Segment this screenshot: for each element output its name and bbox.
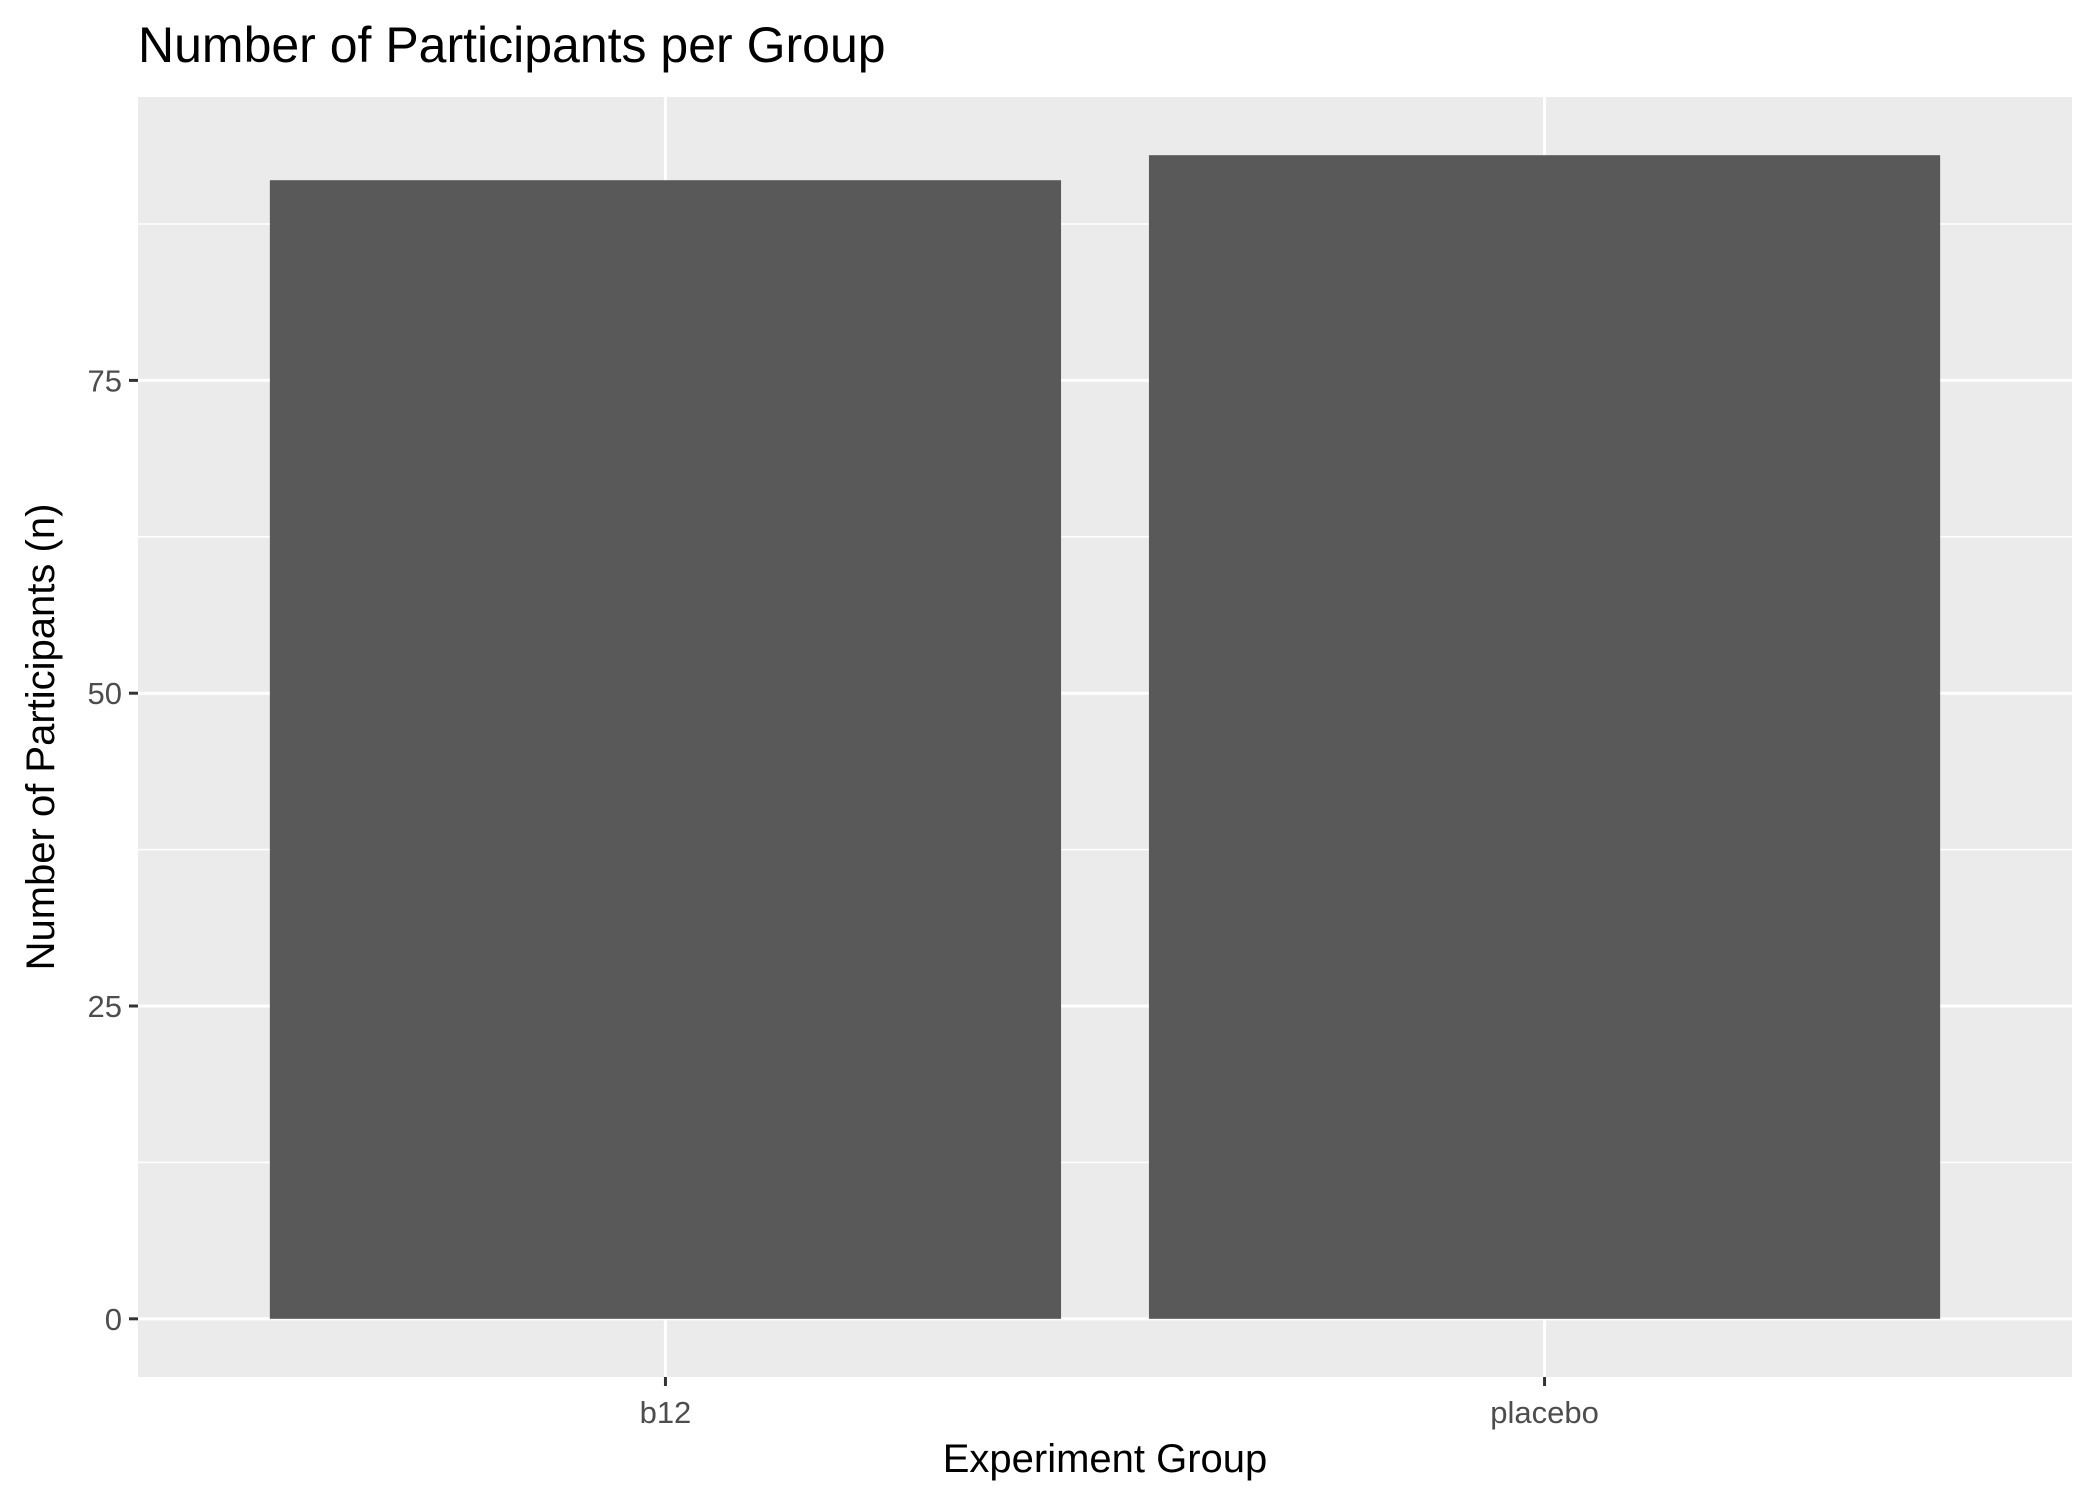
y-axis: 0 25 50 75 [88, 363, 138, 1337]
y-axis-title: Number of Participants (n) [19, 504, 63, 971]
y-tick-label: 75 [88, 363, 122, 398]
x-tick-label: placebo [1490, 1395, 1599, 1430]
chart-title: Number of Participants per Group [138, 17, 886, 73]
y-tick-label: 0 [105, 1302, 122, 1337]
bar-placebo [1148, 155, 1941, 1319]
y-tick-label: 25 [88, 989, 122, 1024]
bars [269, 155, 1941, 1319]
x-tick-label: b12 [640, 1395, 692, 1430]
y-tick-label: 50 [88, 676, 122, 711]
x-axis: b12 placebo [640, 1377, 1599, 1430]
x-axis-title: Experiment Group [943, 1437, 1268, 1481]
bar-b12 [269, 180, 1062, 1319]
